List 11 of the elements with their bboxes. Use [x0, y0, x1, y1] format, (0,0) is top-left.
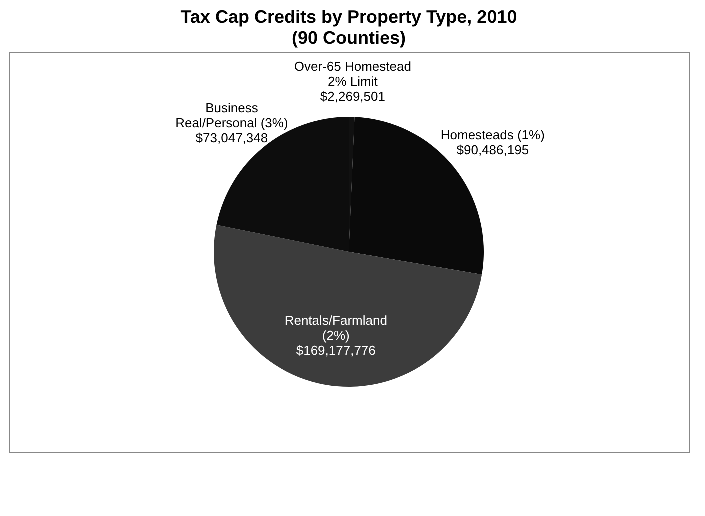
slice-label: Business Real/Personal (3%)	[176, 100, 288, 131]
chart-subtitle: (90 Counties)	[292, 28, 406, 48]
data-label: $73,047,348	[196, 130, 268, 146]
pie-slice	[214, 225, 482, 387]
data-label: $169,177,776	[296, 342, 376, 358]
data-label: $2,269,501	[320, 89, 386, 104]
data-label: $90,486,195	[456, 142, 530, 158]
slice-label: Homesteads (1%)	[440, 128, 545, 143]
chart-title: Tax Cap Credits by Property Type, 2010	[180, 7, 518, 27]
slice-label: Over-65 Homestead 2% Limit	[294, 59, 412, 90]
slice-label: Rentals/Farmland (2%)	[284, 312, 388, 343]
